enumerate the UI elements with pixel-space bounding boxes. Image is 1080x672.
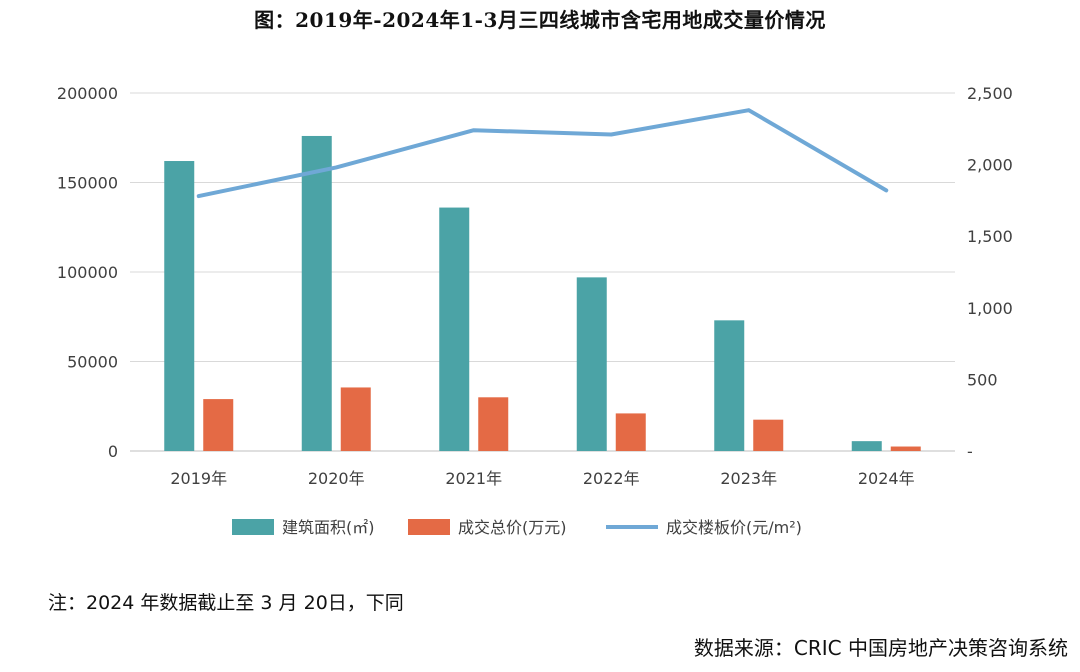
bar-area	[851, 441, 882, 451]
category-label: 2022年	[583, 469, 640, 488]
bar-area	[714, 320, 745, 451]
legend-item-total-price-label: 成交总价(万元)	[458, 518, 567, 537]
bar-area	[301, 135, 332, 451]
left-tick-label: 150000	[57, 174, 118, 193]
left-tick-label: 50000	[67, 353, 118, 372]
legend-item-total-price-swatch	[408, 519, 450, 535]
bar-total-price	[340, 387, 371, 451]
right-tick-label: 2,000	[967, 156, 1013, 175]
category-label: 2024年	[858, 469, 915, 488]
category-label: 2019年	[170, 469, 227, 488]
chart-canvas: 0 50000 100000 150000 200000 - 500 1,000 1,500 2…	[57, 84, 1013, 537]
right-axis-tick-labels: - 500 1,000 1,500 2,000 2,500	[967, 84, 1013, 461]
bar-series	[164, 135, 921, 451]
category-label: 2020年	[308, 469, 365, 488]
bar-total-price	[615, 413, 646, 451]
left-axis-tick-labels: 0 50000 100000 150000 200000	[57, 84, 118, 461]
right-tick-label: 500	[967, 370, 998, 389]
left-tick-label: 100000	[57, 263, 118, 282]
legend-item-area-label: 建筑面积(㎡)	[282, 518, 375, 537]
bar-total-price	[753, 419, 784, 451]
footnote: 注：2024 年数据截止至 3 月 20日，下同	[48, 592, 404, 614]
line-floor-price	[196, 108, 889, 199]
right-tick-label: 2,500	[967, 84, 1013, 103]
category-label: 2023年	[720, 469, 777, 488]
right-tick-label: 1,000	[967, 299, 1013, 318]
legend-item-floor-price-label: 成交楼板价(元/m²)	[666, 518, 802, 537]
right-tick-label: -	[967, 442, 973, 461]
source-note: 数据来源：CRIC 中国房地产决策咨询系统	[693, 636, 1068, 660]
line-series	[196, 108, 889, 199]
left-tick-label: 0	[108, 442, 118, 461]
right-tick-label: 1,500	[967, 227, 1013, 246]
bar-area	[164, 161, 195, 451]
bar-total-price	[203, 399, 234, 451]
bar-total-price	[478, 397, 509, 451]
category-axis-labels: 2019年 2020年 2021年 2022年 2023年 2024年	[170, 469, 914, 488]
chart-title: 图：2019年-2024年1-3月三四线城市含宅用地成交量价情况	[254, 8, 826, 32]
category-label: 2021年	[445, 469, 502, 488]
bar-area	[576, 277, 607, 451]
left-tick-label: 200000	[57, 84, 118, 103]
gridlines	[130, 92, 955, 452]
legend-item-area-swatch	[232, 519, 274, 535]
bar-total-price	[890, 446, 921, 451]
legend: 建筑面积(㎡) 成交总价(万元) 成交楼板价(元/m²)	[232, 518, 802, 537]
bar-area	[439, 207, 470, 451]
